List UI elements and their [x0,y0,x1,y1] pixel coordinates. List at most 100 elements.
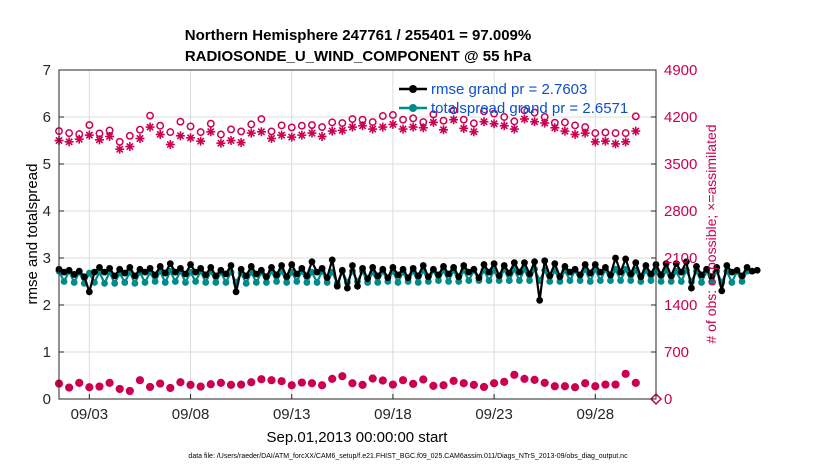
totalspread-point [576,277,584,284]
obs-assimilated-point [145,122,155,132]
obs-bottom-point [125,386,134,396]
rmse-point [369,264,377,271]
rmse-point [490,260,498,268]
y-tick-label-right: 3500 [664,156,697,173]
totalspread-point [465,277,473,284]
rmse-point [293,270,301,278]
obs-bottom-point [85,383,94,392]
obs-bottom-point [550,382,559,391]
rmse-point [733,266,741,274]
obs-assimilated-point [105,131,115,141]
rmse-point [561,263,569,270]
rmse-point [495,272,503,280]
obs-possible-point [338,119,347,127]
obs-bottom-point [368,374,377,383]
rmse-point [642,262,650,269]
y-tick-label-left: 6 [43,109,51,126]
rmse-point [677,268,685,276]
legend-rmse-marker [409,85,417,93]
totalspread-point [131,279,139,287]
rmse-point [222,270,230,278]
obs-assimilated-point [206,127,216,137]
y-tick-label-left: 1 [43,344,51,361]
obs-bottom-point [166,383,175,393]
totalspread-point [622,265,630,273]
obs-bottom-point [631,378,640,387]
obs-bottom-point [135,376,145,385]
obs-bottom-point [196,382,205,391]
rmse-point [207,264,215,271]
obs-assimilated-point [388,119,398,129]
totalspread-point [738,278,746,285]
rmse-point [465,268,473,276]
y-tick-label-right: 4200 [664,109,697,126]
rmse-point [257,266,265,274]
totalspread-point [445,278,452,285]
obs-bottom-point [621,369,630,378]
rmse-point [682,258,690,266]
totalspread-point [283,279,291,286]
totalspread-point [596,277,604,284]
rmse-point [647,270,655,278]
rmse-point [202,271,210,279]
rmse-point [404,274,412,282]
obs-possible-point [186,122,195,131]
obs-possible-point [308,121,316,130]
rmse-point [389,264,397,271]
totalspread-point [617,277,624,284]
totalspread-point [212,279,220,286]
obs-assimilated-point [317,131,327,141]
obs-possible-point [490,109,499,118]
obs-assimilated-point [246,128,256,138]
obs-bottom-point [591,382,600,391]
totalspread-point [647,277,655,284]
y-tick-label-left: 0 [43,391,51,408]
obs-assimilated-point [611,139,621,149]
rmse-point [662,260,670,268]
rmse-point [622,255,630,263]
obs-possible-point [348,115,357,123]
y-tick-label-right: 0 [664,391,672,408]
rmse-point [212,272,220,280]
obs-possible-point [611,129,620,138]
obs-assimilated-point [600,136,610,146]
totalspread-point [252,279,260,286]
obs-assimilated-point [155,129,165,139]
obs-possible-point [206,119,215,128]
rmse-point [263,273,270,281]
rmse-point [283,273,291,281]
totalspread-point [222,279,230,286]
rmse-point [177,264,184,272]
obs-possible-point [146,111,155,120]
x-tick-label: 09/13 [273,406,311,423]
rmse-point [131,272,139,280]
y-tick-label-left: 3 [43,250,51,267]
obs-assimilated-point [368,124,378,134]
rmse-point [435,271,442,279]
x-tick-label: 09/28 [577,406,615,423]
obs-assimilated-point [115,144,125,154]
y-tick-label-right: 4900 [664,62,697,79]
obs-assimilated-point [347,122,357,132]
obs-possible-point [378,112,387,120]
x-tick-label: 09/18 [374,406,412,423]
y-tick-label-left: 5 [43,156,51,173]
obs-possible-point [65,129,74,138]
obs-possible-point [388,111,397,119]
rmse-point [151,271,159,279]
obs-assimilated-point [560,126,570,136]
chart-title-line2: RADIOSONDE_U_WIND_COMPONENT @ 55 hPa [185,48,532,65]
obs-assimilated-point [216,138,226,148]
y-tick-label-right: 1400 [664,297,697,314]
x-tick-label: 09/03 [71,406,109,423]
obs-assimilated-point [165,140,175,150]
rmse-point [445,270,452,278]
obs-bottom-point [105,378,114,387]
rmse-point [237,265,245,273]
rmse-point [91,268,98,276]
rmse-point [227,262,235,269]
obs-bottom-point [459,379,468,388]
totalspread-point [171,278,179,285]
obs-bottom-point [115,384,124,394]
